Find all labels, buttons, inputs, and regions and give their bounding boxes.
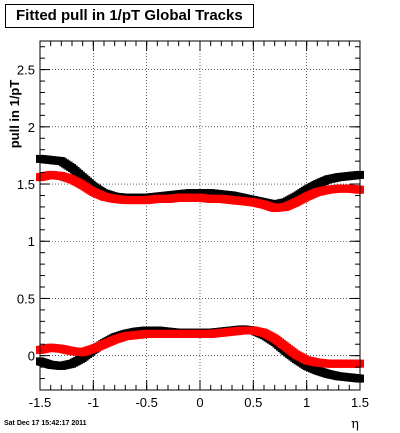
series-1 <box>36 170 364 213</box>
x-tick-label: 1.5 <box>351 395 369 410</box>
x-tick-label: 0.5 <box>244 395 262 410</box>
grid <box>40 41 360 390</box>
y-tick-label: 0 <box>28 349 35 364</box>
x-tick-label: -1 <box>88 395 100 410</box>
y-axis-title: pull in 1/pT <box>7 80 22 149</box>
y-tick-label: 1 <box>28 234 35 249</box>
x-axis-title: η <box>351 417 359 432</box>
timestamp: Sat Dec 17 15:42:17 2011 <box>4 420 87 427</box>
x-tick-label: 0 <box>196 395 203 410</box>
chart-title: Fitted pull in 1/pT Global Tracks <box>5 4 254 28</box>
y-tick-label: 2 <box>28 120 35 135</box>
x-tick-label: -1.5 <box>29 395 51 410</box>
y-tick-label: 0.5 <box>17 291 35 306</box>
y-tick-label: 1.5 <box>17 177 35 192</box>
tick-labels: -1.5 -1 -0.5 0 0.5 1 1.5 0 0.5 1 1.5 2 2.5 <box>17 63 369 410</box>
series-3 <box>36 326 364 368</box>
x-tick-label: 1 <box>303 395 310 410</box>
axis-ticks <box>39 41 361 391</box>
series-layer <box>36 154 364 383</box>
y-tick-label: 2.5 <box>17 63 35 78</box>
x-tick-label: -0.5 <box>135 395 157 410</box>
